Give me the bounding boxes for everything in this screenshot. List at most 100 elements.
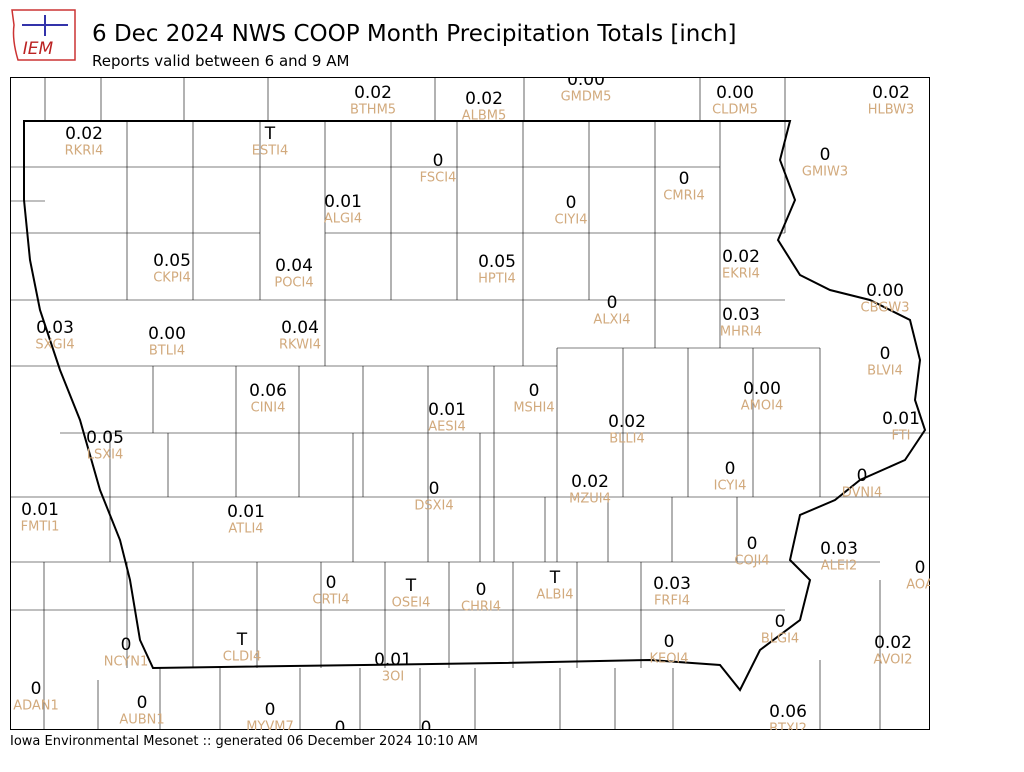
station-value: 0.01 xyxy=(882,409,920,429)
station-value: 0 xyxy=(121,635,132,655)
logo-text: IEM xyxy=(23,39,54,59)
station-id: BLVI4 xyxy=(867,364,903,379)
station-value: 0 xyxy=(137,693,148,713)
subtitle: Reports valid between 6 and 9 AM xyxy=(92,52,349,70)
station-value: 0.02 xyxy=(608,412,646,432)
station-id: AESI4 xyxy=(428,420,465,435)
station-value: 0 xyxy=(607,293,618,313)
station-value: 0 xyxy=(433,151,444,171)
station-id: AVOI2 xyxy=(873,653,912,668)
station-id: AMOI4 xyxy=(741,399,783,414)
station-id: FSCI4 xyxy=(420,171,457,186)
station-id: CLDI4 xyxy=(223,650,261,665)
station-value: 0.02 xyxy=(874,633,912,653)
station-value: T xyxy=(236,630,248,650)
station-id: POCI4 xyxy=(274,276,313,291)
station-id: BTHM5 xyxy=(350,103,396,118)
station-id: AOA xyxy=(906,578,934,593)
station-value: 0 xyxy=(747,534,758,554)
station-id: COJI4 xyxy=(734,554,769,569)
station-id: ALBI4 xyxy=(536,588,573,603)
station-value: 0.02 xyxy=(872,83,910,103)
station-id: FMTI1 xyxy=(21,520,60,535)
logo: IEM xyxy=(11,9,76,61)
station-value: 0.02 xyxy=(354,83,392,103)
station-id: MHRI4 xyxy=(720,325,762,340)
map-lines xyxy=(10,77,930,730)
station-id: FRFI4 xyxy=(654,594,690,609)
station-value: 0.00 xyxy=(716,83,754,103)
station-value: 0 xyxy=(679,169,690,189)
station-id: OSEI4 xyxy=(392,596,431,611)
station-id: CHRI4 xyxy=(461,600,501,615)
station-value: 0.00 xyxy=(148,324,186,344)
title: 6 Dec 2024 NWS COOP Month Precipitation … xyxy=(92,21,737,47)
station-id: NCYN1 xyxy=(104,655,149,670)
station-id: AUBN1 xyxy=(119,713,164,728)
station-value: 0.04 xyxy=(275,256,313,276)
station-id: GMDM5 xyxy=(561,90,612,105)
footer: Iowa Environmental Mesonet :: generated … xyxy=(10,734,478,749)
station-id: SXGI4 xyxy=(35,338,74,353)
station-id: MSHI4 xyxy=(513,401,554,416)
station-id: ALGI4 xyxy=(324,212,362,227)
station-value: 0.01 xyxy=(227,502,265,522)
station-id: CMRI4 xyxy=(663,189,704,204)
station-value: 0.00 xyxy=(567,70,605,90)
station-id: DVNI4 xyxy=(842,486,883,501)
station-value: 0 xyxy=(915,558,926,578)
station-value: 0 xyxy=(429,479,440,499)
station-id: DSXI4 xyxy=(414,499,453,514)
station-value: 0.00 xyxy=(743,379,781,399)
station-id: BLLI4 xyxy=(609,432,645,447)
station-value: T xyxy=(264,124,276,144)
station-value: 0 xyxy=(820,145,831,165)
station-value: 0.05 xyxy=(153,251,191,271)
station-id: ESTI4 xyxy=(252,144,289,159)
station-id: ADAN1 xyxy=(13,699,59,714)
station-value: 0.06 xyxy=(769,702,807,722)
station-value: 0 xyxy=(529,381,540,401)
station-id: HPTI4 xyxy=(478,272,516,287)
station-id: BTLI4 xyxy=(149,344,185,359)
station-id: CINI4 xyxy=(251,401,286,416)
station-id: MYVM7 xyxy=(246,720,294,735)
station-value: 0 xyxy=(725,459,736,479)
station-id: 3OI xyxy=(382,670,404,685)
station-id: CRTI4 xyxy=(312,593,349,608)
station-value: 0 xyxy=(664,632,675,652)
station-id: ICYI4 xyxy=(714,479,747,494)
station-id: ALBM5 xyxy=(462,109,507,124)
station-value: 0.02 xyxy=(571,472,609,492)
station-value: 0.03 xyxy=(36,318,74,338)
station-id: BTXI2 xyxy=(769,722,807,737)
station-value: 0 xyxy=(566,193,577,213)
station-id: RKWI4 xyxy=(279,338,321,353)
station-value: T xyxy=(405,576,417,596)
station-id: ALXI4 xyxy=(593,313,630,328)
station-value: 0.05 xyxy=(478,252,516,272)
station-value: 0 xyxy=(31,679,42,699)
station-value: 0.03 xyxy=(722,305,760,325)
station-value: 0 xyxy=(335,718,346,738)
station-value: 0.01 xyxy=(428,400,466,420)
station-value: 0 xyxy=(265,700,276,720)
station-value: 0.02 xyxy=(465,89,503,109)
station-id: RKRI4 xyxy=(65,144,104,159)
station-value: 0.01 xyxy=(21,500,59,520)
station-id: MZUI4 xyxy=(569,492,611,507)
station-value: 0 xyxy=(421,718,432,738)
station-value: 0.02 xyxy=(722,247,760,267)
station-id: GMIW3 xyxy=(802,165,848,180)
station-value: T xyxy=(549,568,561,588)
station-value: 0.04 xyxy=(281,318,319,338)
station-value: 0 xyxy=(476,580,487,600)
station-id: ALEI2 xyxy=(821,559,857,574)
station-value: 0 xyxy=(775,612,786,632)
station-id: LSXI4 xyxy=(87,448,124,463)
station-id: KEOI4 xyxy=(649,652,688,667)
station-value: 0 xyxy=(326,573,337,593)
